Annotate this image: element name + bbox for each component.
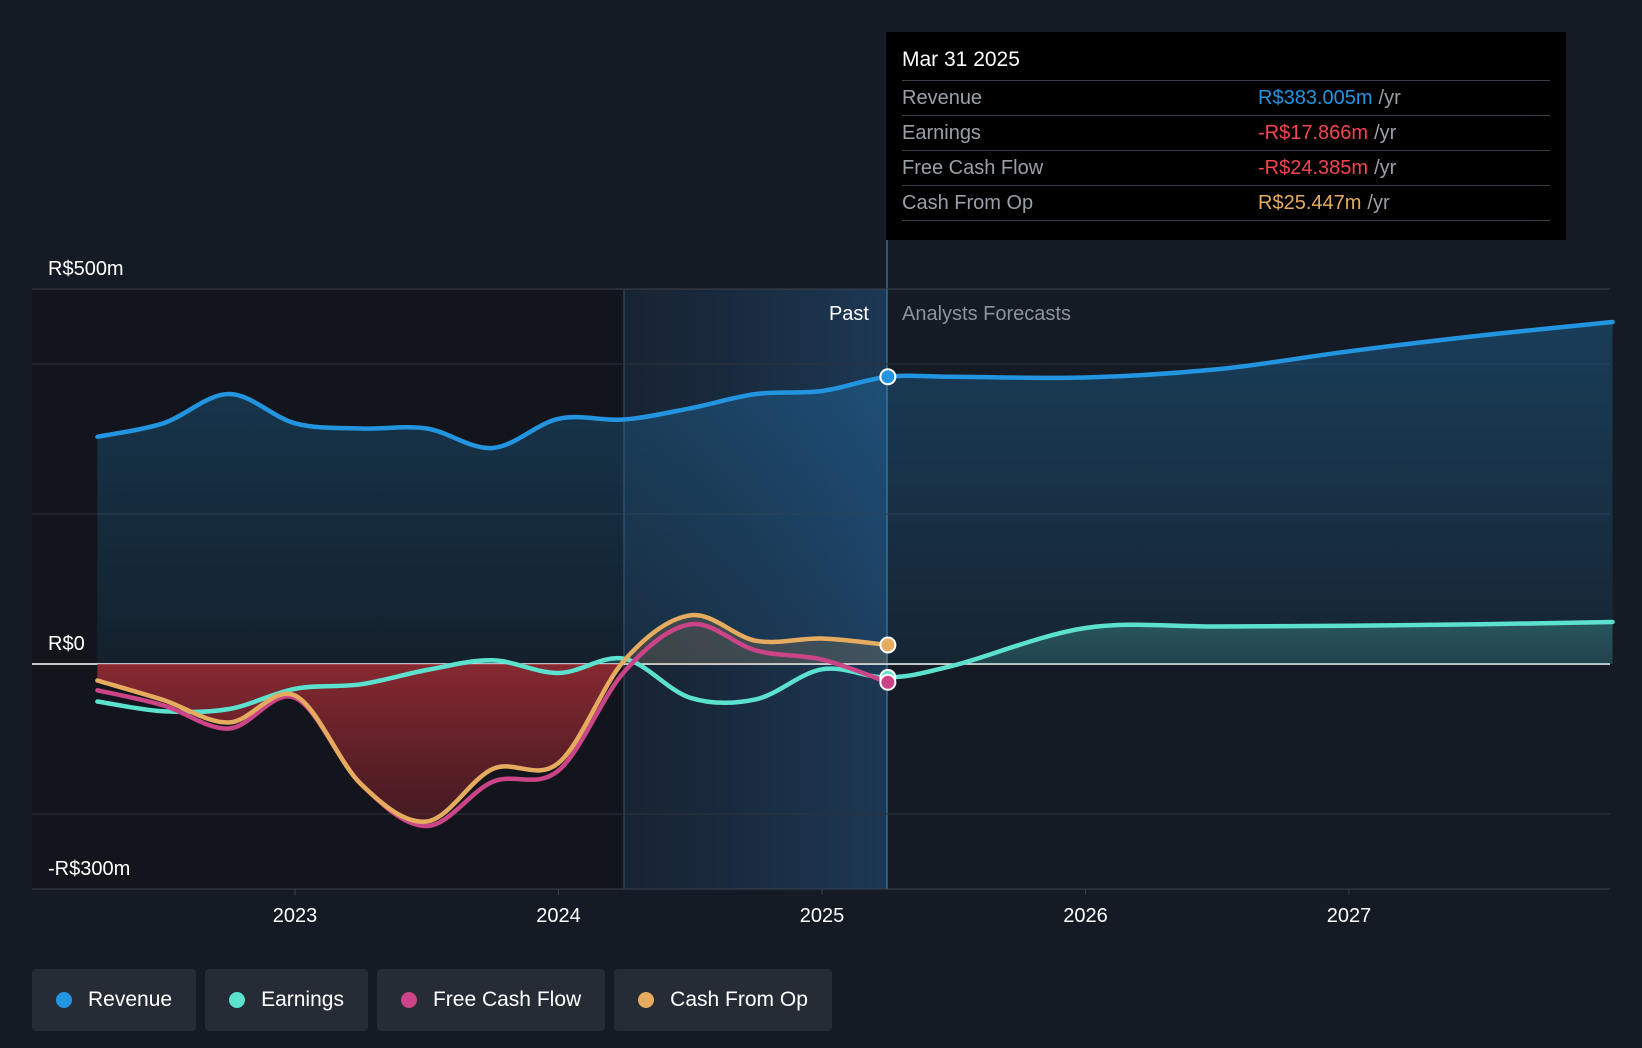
cash-from-op-marker [879, 636, 897, 654]
earnings-line [95, 619, 1615, 715]
tooltip-row-cash-from-op: Cash From Op R$25.447m /yr [902, 186, 1550, 221]
tooltip-row-value: R$25.447m [1258, 192, 1362, 214]
legend-label: Revenue [88, 988, 173, 1011]
tooltip-row-name: Earnings [902, 122, 981, 144]
free-cash-flow-line [95, 621, 891, 829]
x-axis-label: 2024 [536, 905, 581, 927]
forecast-label: Analysts Forecasts [902, 303, 1071, 325]
legend-label: Earnings [261, 988, 344, 1011]
tooltip-row-name: Cash From Op [902, 192, 1034, 214]
tooltip-row-free-cash-flow: Free Cash Flow -R$24.385m /yr [902, 151, 1550, 186]
tooltip-date: Mar 31 2025 [902, 46, 1550, 81]
tooltip-row-name: Revenue [902, 87, 983, 109]
tooltip-row-unit: /yr [1374, 157, 1397, 179]
legend-label: Cash From Op [670, 988, 808, 1011]
tooltip-row-unit: /yr [1374, 122, 1397, 144]
tooltip-row-name: Free Cash Flow [902, 157, 1044, 179]
tooltip-row-value: R$383.005m [1258, 87, 1373, 109]
x-axis-label: 2025 [800, 905, 845, 927]
x-axis-label: 2027 [1327, 905, 1372, 927]
legend-dot-icon [229, 992, 246, 1008]
tooltip-row-revenue: Revenue R$383.005m /yr [902, 81, 1550, 116]
data-tooltip: Mar 31 2025 Revenue R$383.005m /yr Earni… [886, 32, 1566, 240]
y-axis-label: R$0 [48, 633, 85, 655]
legend-item-revenue[interactable]: Revenue [32, 969, 197, 1031]
legend-item-free-cash-flow[interactable]: Free Cash Flow [376, 969, 606, 1031]
legend-label: Free Cash Flow [432, 988, 582, 1011]
tooltip-row-value: -R$17.866m [1258, 122, 1369, 144]
legend-item-cash-from-op[interactable]: Cash From Op [614, 969, 832, 1031]
revenue-line [95, 319, 1615, 451]
tooltip-row-unit: /yr [1367, 192, 1390, 214]
chart-legend: Revenue Earnings Free Cash Flow Cash Fro… [32, 969, 832, 1031]
negative-cash-area-fill [97, 664, 888, 822]
legend-dot-icon [638, 992, 655, 1008]
tooltip-row-value: -R$24.385m [1258, 157, 1369, 179]
legend-dot-icon [56, 992, 72, 1008]
past-label: Past [829, 303, 869, 325]
free-cash-flow-marker [879, 673, 897, 691]
y-axis-label: R$500m [48, 258, 124, 280]
x-axis-label: 2023 [273, 905, 318, 927]
area-fills [97, 322, 1613, 822]
revenue-marker [879, 368, 897, 386]
tooltip-row-unit: /yr [1378, 87, 1401, 109]
positive-cash-area-fill [97, 615, 888, 664]
earnings-area-fill [97, 622, 1613, 664]
y-axis-label: -R$300m [48, 858, 130, 880]
series-lines [95, 319, 1615, 829]
legend-dot-icon [400, 992, 417, 1008]
axis-labels: R$500m R$0 -R$300m 2023 2024 2025 2026 2027 Past… [48, 258, 1371, 927]
revenue-area-fill [97, 322, 1613, 664]
hover-markers [879, 368, 897, 691]
cash-from-op-line [95, 612, 891, 824]
x-axis-label: 2026 [1063, 905, 1108, 927]
tooltip-row-earnings: Earnings -R$17.866m /yr [902, 116, 1550, 151]
legend-item-earnings[interactable]: Earnings [205, 969, 368, 1031]
